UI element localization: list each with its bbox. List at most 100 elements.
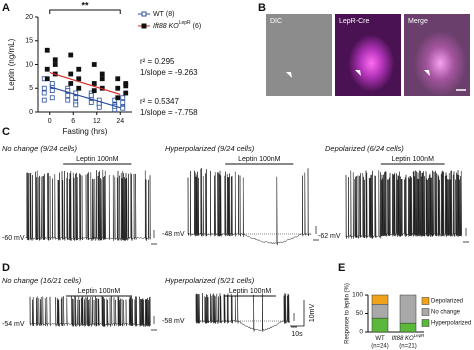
fit-stat: 1/slope = -9.263	[140, 68, 198, 77]
x-tick-label: 0	[48, 118, 52, 125]
x-tick-label: 6	[71, 118, 75, 125]
trace	[345, 170, 462, 239]
membrane-potential: -48 mV	[162, 231, 185, 238]
point	[76, 66, 82, 72]
bar-segment	[371, 304, 389, 319]
legend-label: Depolarized	[431, 299, 463, 305]
x-tick-label: 24	[116, 118, 124, 125]
point	[91, 88, 97, 94]
y-tick-label: 10	[25, 61, 33, 68]
point	[115, 76, 121, 82]
scale-mark	[463, 228, 469, 243]
point	[44, 66, 50, 72]
y-tick-label: 50	[356, 310, 364, 317]
membrane-potential: -58 mV	[162, 318, 185, 325]
point	[41, 85, 47, 91]
legend-count: (8)	[166, 11, 175, 18]
x-tick-label: WT	[375, 336, 385, 342]
y-axis-label: Response to leptin (%)	[345, 283, 351, 344]
trace	[187, 168, 312, 246]
panel-label: D	[2, 262, 10, 274]
point	[115, 85, 121, 91]
legend-label: Ift88 KOLepR (6)	[153, 20, 201, 30]
category-note: (n=24)	[371, 344, 389, 350]
point	[120, 95, 126, 101]
point	[68, 52, 74, 58]
image-dic	[266, 14, 332, 96]
legend-count: (6)	[193, 23, 202, 30]
trace-title: No change (9/24 cells)	[2, 144, 78, 153]
panel-label: A	[2, 2, 10, 14]
category-note: (n=21)	[399, 344, 417, 350]
bar-segment	[399, 294, 417, 324]
stimulus-label: Leptin 100nM	[238, 156, 281, 163]
significance: **	[81, 0, 89, 10]
point	[88, 100, 94, 105]
point	[91, 62, 97, 67]
fit-stat: 1/slope = -7.758	[140, 108, 198, 117]
scale-mark	[291, 313, 297, 328]
fit-line	[49, 86, 121, 109]
point	[73, 102, 79, 108]
legend-name: Ift88 KO	[153, 23, 179, 30]
legend-label: Hyperpolarized	[431, 321, 471, 327]
scale-mark	[313, 226, 319, 241]
scale-voltage: 10mV	[309, 304, 316, 323]
legend-swatch	[421, 297, 430, 305]
legend-marker	[141, 11, 147, 17]
bar-segment	[371, 317, 389, 333]
scale-time: 10s	[291, 331, 303, 338]
trace	[195, 293, 290, 332]
fit-line	[49, 72, 121, 95]
point	[65, 97, 71, 103]
point	[44, 76, 50, 82]
significance-bracket	[49, 9, 121, 14]
y-tick-label: 0	[359, 329, 363, 336]
point	[52, 57, 58, 63]
point	[49, 95, 55, 101]
image-leprcre	[335, 14, 401, 96]
point	[123, 90, 129, 96]
image-merge	[404, 14, 470, 96]
category-sup: LepR	[414, 333, 426, 338]
legend-name: WT	[153, 11, 165, 18]
point	[120, 100, 126, 105]
point	[52, 62, 58, 67]
micrographs: DIC LepR-Cre Merge	[266, 14, 470, 96]
point	[99, 76, 105, 82]
point	[96, 104, 102, 110]
stimulus-label: Leptin 100nM	[78, 288, 121, 295]
image-label: LepR-Cre	[339, 18, 369, 25]
point	[115, 95, 121, 101]
legend-label: No change	[431, 310, 461, 316]
fit-stat: r² = 0.5347	[140, 97, 179, 106]
point	[76, 85, 82, 91]
point	[91, 81, 97, 86]
category-name: Ift88 KO	[392, 336, 414, 342]
point	[41, 97, 47, 103]
y-tick-label: 100	[352, 292, 363, 299]
category-name: WT	[375, 336, 385, 342]
point	[41, 90, 47, 96]
scale-bar	[290, 300, 305, 327]
y-axis-label: Leptin (ng/mL)	[7, 38, 16, 90]
membrane-potential: -60 mV	[2, 235, 25, 242]
bar-segment	[371, 294, 389, 305]
y-tick-label: 20	[25, 14, 33, 21]
membrane-potential: -62 mV	[318, 233, 341, 240]
trace	[29, 296, 151, 327]
stimulus-label: Leptin 100nM	[76, 156, 119, 163]
scale-mark	[151, 230, 157, 245]
x-tick-label: 12	[93, 118, 101, 125]
point	[88, 92, 94, 98]
point	[44, 47, 50, 53]
x-axis-label: Fasting (hrs)	[63, 127, 108, 136]
legend-swatch	[421, 319, 430, 327]
x-tick-label: Ift88 KOLepR	[392, 333, 426, 341]
point	[123, 83, 129, 89]
scale-mark	[151, 316, 157, 331]
legend-label: WT (8)	[153, 11, 174, 18]
panel-label: E	[338, 262, 345, 274]
